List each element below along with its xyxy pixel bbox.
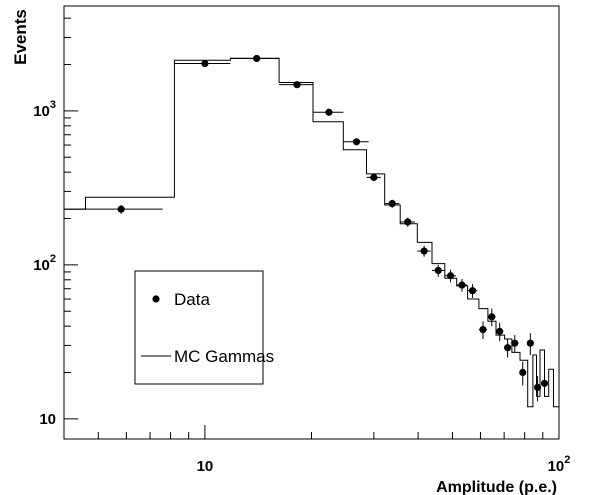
data-point [417,245,431,257]
data-marker [253,54,261,63]
data-marker [533,383,542,392]
data-point [366,173,381,181]
data-point [487,308,496,327]
y-tick-label: 102 [33,253,56,274]
x-tick-label: 10 [197,458,214,475]
legend-box [134,270,264,385]
y-tick-label: 10 [39,411,56,428]
data-point [467,284,478,298]
data-point [174,59,231,68]
data-marker [370,173,378,181]
legend: Data MC Gammas [134,270,274,385]
data-point [279,81,314,89]
data-marker [504,344,512,352]
data-marker [404,218,412,226]
data-marker [201,59,209,68]
data-point [496,322,504,342]
data-point [230,54,280,63]
y-tick-label-base: 10 [39,411,56,428]
data-point [343,138,369,146]
data-marker [446,272,455,280]
data-point [456,278,468,292]
data-point [526,333,534,355]
data-marker [488,313,496,321]
data-marker [458,281,466,289]
data-marker [540,379,549,387]
x-axis-label: Amplitude (p.e.) [436,479,557,495]
y-tick-label-exponent: 3 [50,99,56,111]
data-marker [388,200,396,208]
data-marker [519,368,527,377]
data-point [384,199,400,208]
x-tick-label: 102 [548,454,571,475]
data-point [478,321,487,340]
data-point [400,217,415,227]
x-tick-label-exponent: 2 [564,454,570,466]
data-point [519,361,527,386]
data-point [432,264,445,277]
data-marker [479,325,487,334]
data-point [444,269,457,283]
legend-data-label: Data [174,290,210,309]
data-marker [496,327,504,335]
y-axis-label: Events [11,9,30,65]
y-tick-label-base: 10 [33,103,50,120]
data-marker [117,205,125,213]
data-point [64,204,163,214]
data-points [64,54,549,402]
data-marker [468,287,477,295]
data-point [313,108,344,116]
data-point [504,339,512,358]
data-marker [511,339,519,347]
data-marker [293,81,301,89]
data-marker [325,108,333,116]
x-tick-label-base: 10 [548,458,565,475]
data-marker [526,339,534,347]
data-point [533,375,542,402]
y-tick-label-exponent: 2 [50,253,56,265]
legend-mc-label: MC Gammas [174,347,274,366]
data-marker [352,138,361,146]
data-marker [434,266,442,275]
axis-ticks [64,17,544,439]
y-tick-label: 103 [33,99,56,120]
data-point [540,372,549,397]
legend-data-marker [152,295,160,303]
x-tick-label-base: 10 [197,458,214,475]
data-marker [420,247,428,255]
y-tick-label-base: 10 [33,257,50,274]
data-point [511,335,519,353]
